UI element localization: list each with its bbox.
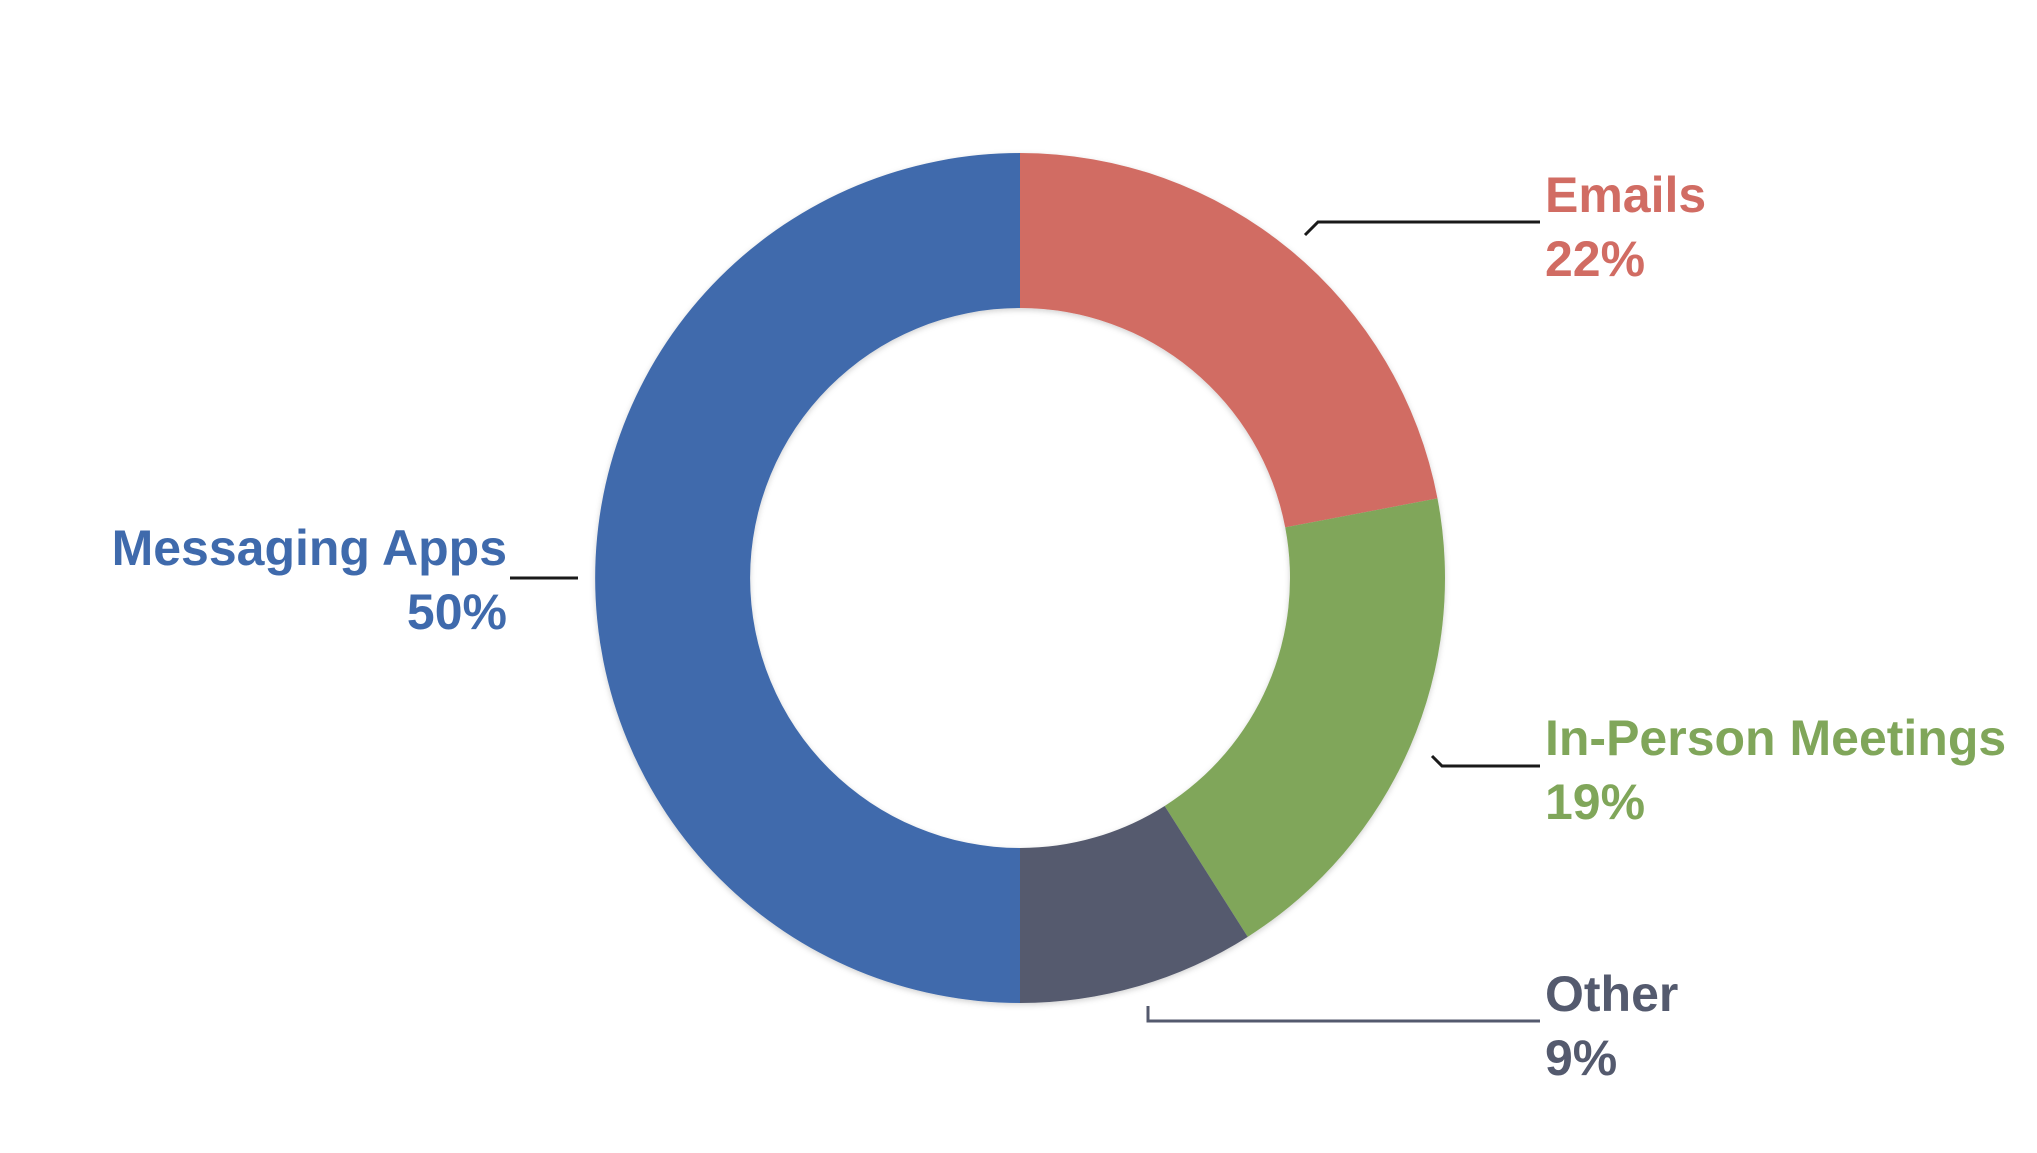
slice-label-other-name: Other — [1545, 966, 1679, 1022]
slice-label-messaging-apps-value: 50% — [406, 584, 507, 640]
slice-other — [1020, 805, 1248, 1003]
slice-messaging-apps — [595, 153, 1020, 1003]
slice-label-other-value: 9% — [1545, 1030, 1618, 1086]
leader-line-in-person-meetings — [1430, 754, 1540, 768]
slice-label-messaging-apps-name: Messaging Apps — [111, 520, 507, 576]
slice-label-emails-value: 22% — [1545, 231, 1646, 287]
slice-in-person-meetings — [1164, 498, 1445, 937]
slice-label-other: Other 9% — [1545, 962, 1678, 1090]
slice-label-messaging-apps: Messaging Apps 50% — [112, 516, 507, 644]
donut-slices — [595, 153, 1445, 1003]
leader-line-other — [1146, 1006, 1540, 1023]
leader-lines — [510, 220, 1540, 1023]
slice-label-emails: Emails 22% — [1545, 163, 1706, 291]
leader-line-emails — [1303, 220, 1540, 237]
slice-label-in-person-meetings-name: In-Person Meetings — [1545, 710, 2007, 766]
slice-emails — [1020, 153, 1438, 528]
slice-label-in-person-meetings-value: 19% — [1545, 774, 1646, 830]
slice-label-in-person-meetings: In-Person Meetings 19% — [1545, 706, 2006, 834]
slice-label-emails-name: Emails — [1545, 167, 1707, 223]
